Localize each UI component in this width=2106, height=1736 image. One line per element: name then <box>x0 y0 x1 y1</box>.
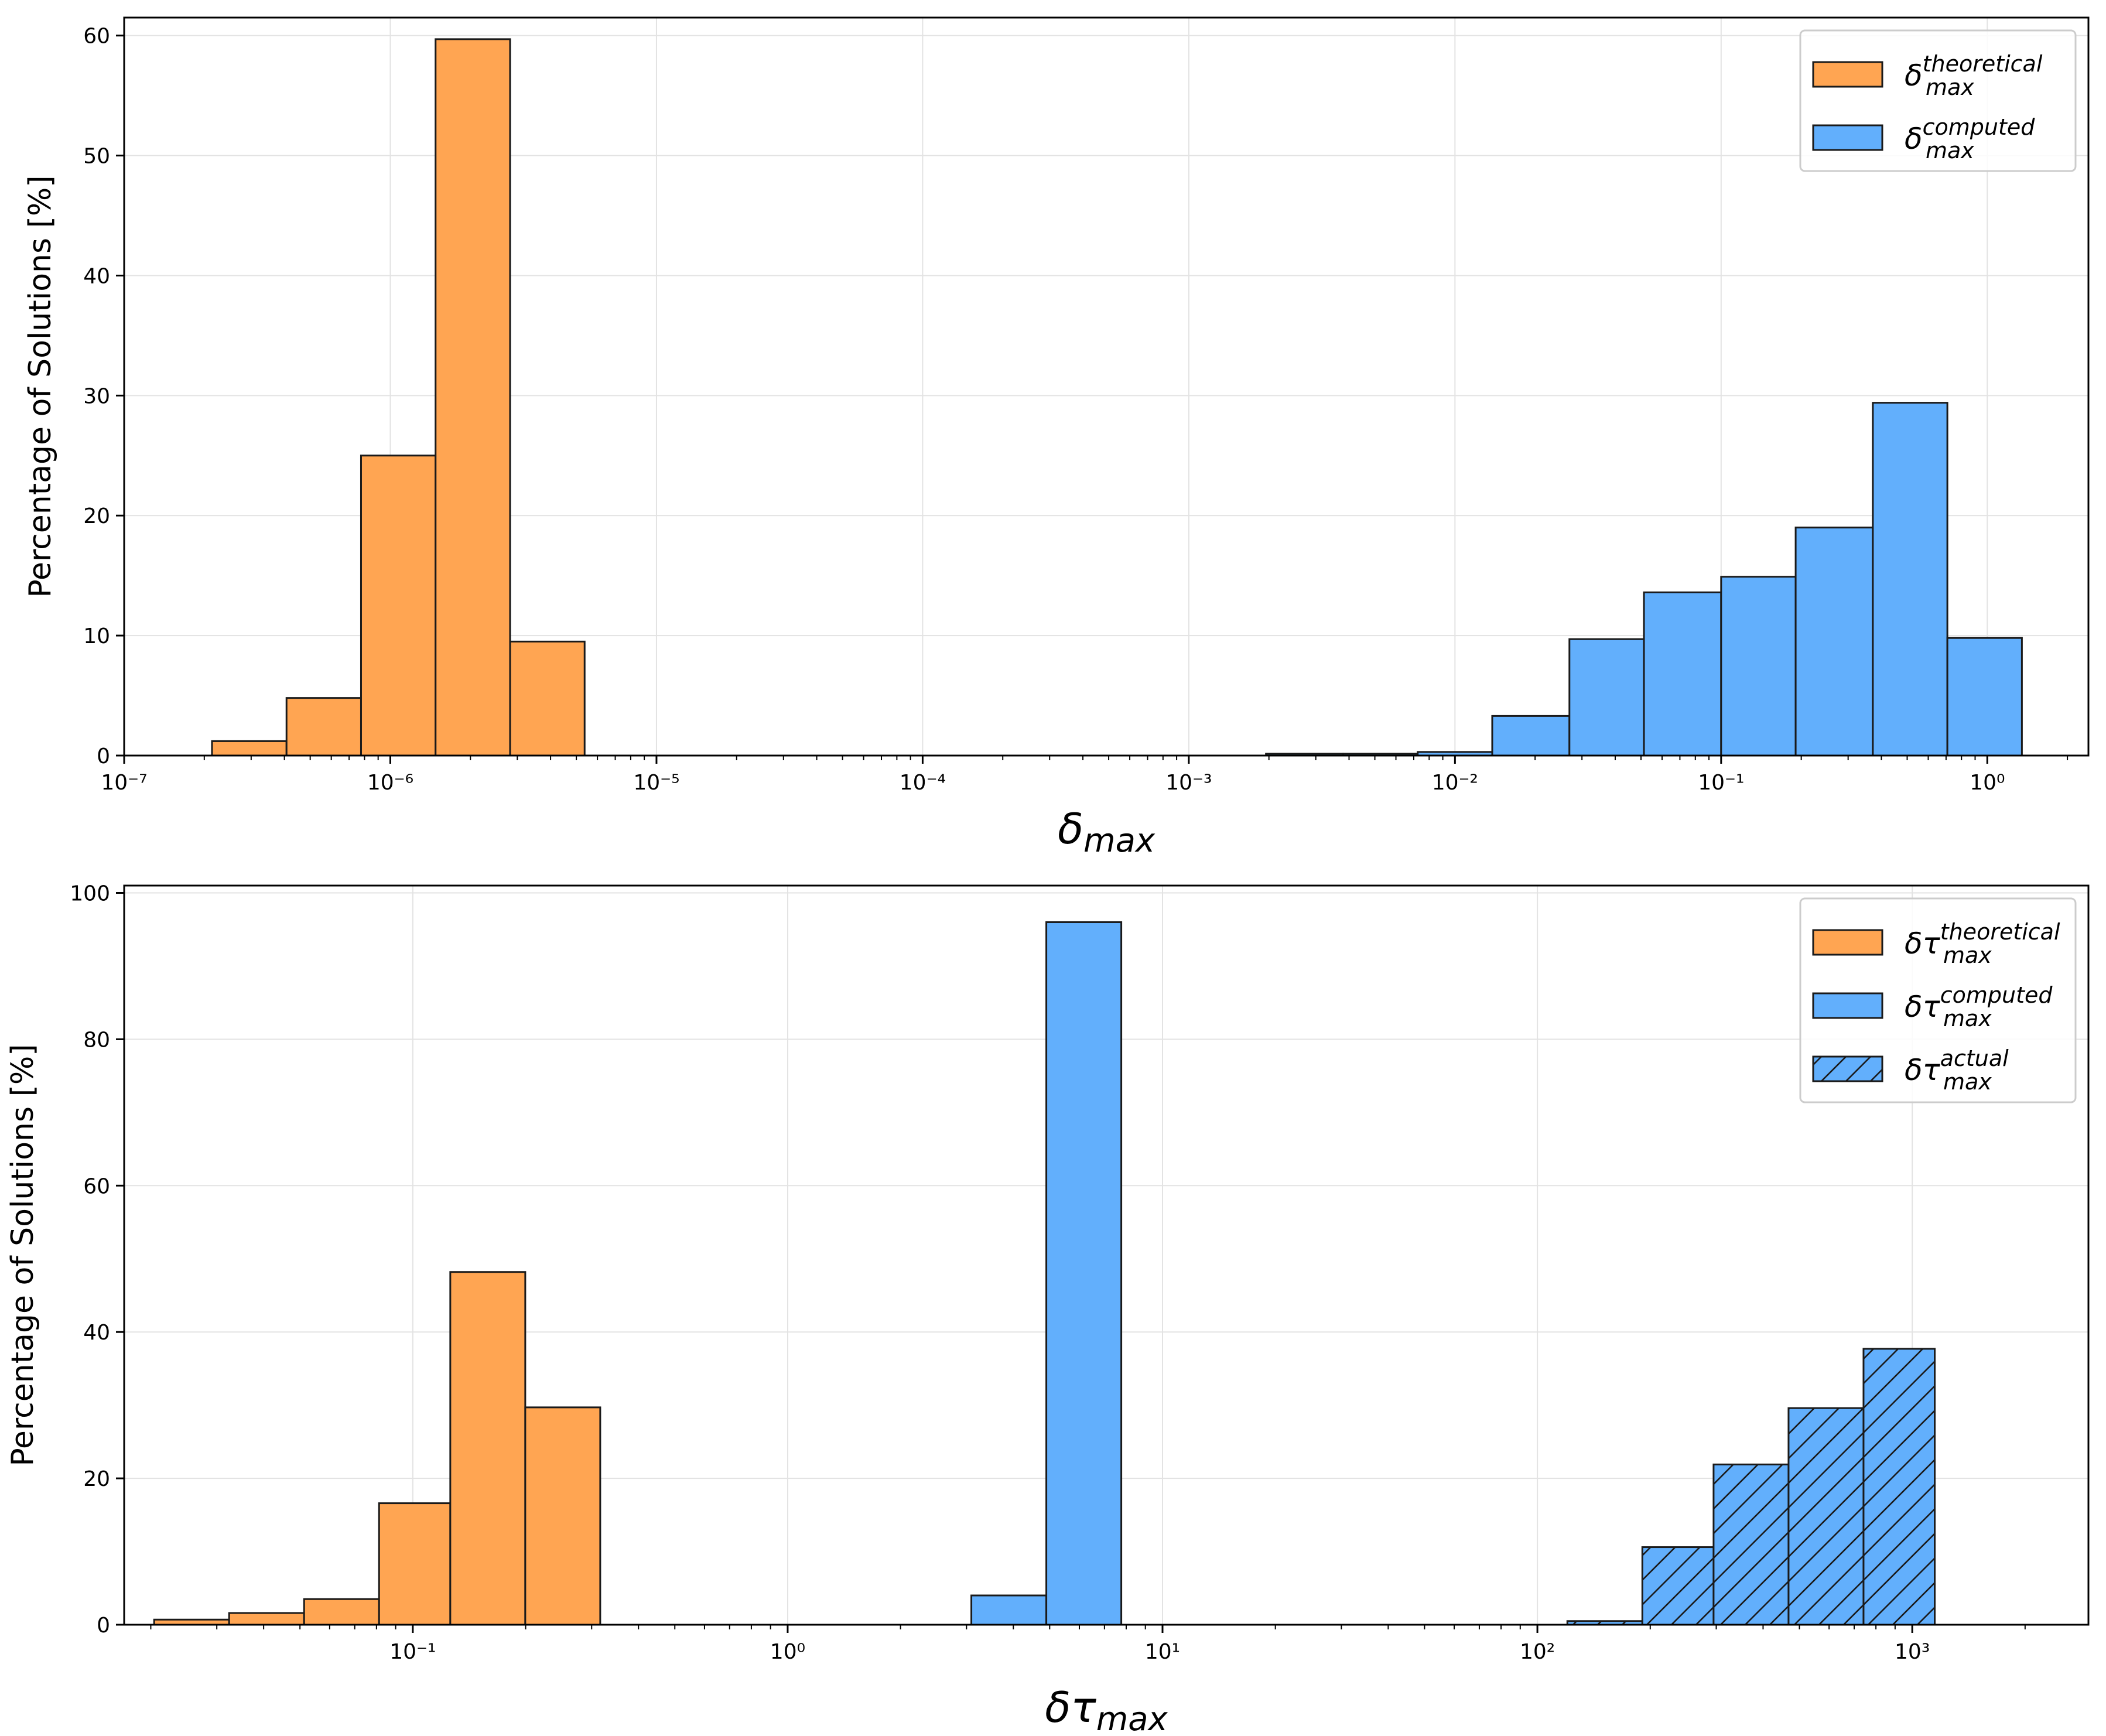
bottom-bar <box>449 1271 526 1626</box>
bottom-bar <box>1045 921 1123 1626</box>
bottom-legend-swatch <box>1812 929 1883 956</box>
bottom-y-tick-label: 20 <box>83 1467 110 1491</box>
top-x-tick-label: 10⁰ <box>1970 771 2005 795</box>
top-bar <box>1946 637 2023 757</box>
bottom-legend-label: δτcomputed <box>1905 982 2053 1024</box>
top-y-tick-label: 30 <box>83 384 110 408</box>
bottom-histogram-panel: 0 20 40 60 80 100 10⁻¹ 10⁰ 10¹ 10² 10³ Percentage … <box>5 881 2090 1736</box>
top-legend-label-sub: max <box>1926 138 1974 163</box>
top-x-tick-label: 10⁻⁵ <box>633 771 679 795</box>
bottom-x-axis-label: δτmax <box>1045 1683 1168 1736</box>
bottom-bar <box>228 1612 305 1626</box>
bottom-x-tick-label: 10¹ <box>1145 1640 1180 1664</box>
bottom-x-axis-label-base: δτ <box>1045 1683 1096 1732</box>
top-y-tick-label: 40 <box>83 264 110 288</box>
top-legend-label-sup: theoretical <box>1923 51 2043 77</box>
bottom-legend-label-sup: actual <box>1940 1045 2009 1071</box>
bottom-legend-label-sub: max <box>1943 1006 1992 1031</box>
bottom-y-tick-label: 80 <box>83 1028 110 1052</box>
bottom-legend-label-base: δτ <box>1905 1053 1941 1087</box>
bottom-x-axis-label-sub: max <box>1096 1700 1168 1736</box>
bottom-ticks: 0 20 40 60 80 100 10⁻¹ 10⁰ 10¹ 10² 10³ <box>70 881 2026 1664</box>
bottom-legend-label-sup: computed <box>1940 982 2053 1008</box>
top-bar <box>435 38 511 757</box>
top-x-tick-label: 10⁻¹ <box>1698 771 1744 795</box>
bottom-legend-swatch <box>1812 992 1883 1019</box>
top-bar <box>211 740 288 757</box>
top-bar <box>1794 527 1874 757</box>
top-y-tick-label: 20 <box>83 504 110 528</box>
top-histogram-panel: 0 10 20 30 40 50 60 10⁻⁷ 10⁻⁶ 10⁻⁵ 10⁻⁴ 10⁻³ 10⁻² 10⁻… <box>23 16 2090 860</box>
bottom-bar-hatch <box>1642 1547 1714 1625</box>
bottom-legend-label-base: δτ <box>1905 990 1941 1024</box>
top-bar <box>285 697 362 757</box>
top-bar <box>1491 715 1571 757</box>
bottom-y-tick-label: 100 <box>70 881 110 905</box>
top-legend-label: δtheoretical <box>1905 51 2043 93</box>
top-x-tick-label: 10⁻³ <box>1165 771 1212 795</box>
top-bar <box>360 454 437 757</box>
top-ticks: 0 10 20 30 40 50 60 10⁻⁷ 10⁻⁶ 10⁻⁵ 10⁻⁴ 10⁻³ 10⁻² 10⁻… <box>83 25 2069 795</box>
top-legend-label-sup: computed <box>1923 114 2036 140</box>
top-bar <box>1643 591 1722 757</box>
bottom-x-tick-label: 10³ <box>1895 1640 1930 1664</box>
top-bar <box>1872 402 1948 757</box>
top-legend-label-sub: max <box>1926 74 1974 100</box>
top-legend-swatch <box>1812 61 1883 88</box>
bottom-legend-label-sub: max <box>1943 942 1992 968</box>
bottom-y-axis-label: Percentage of Solutions [%] <box>5 1044 40 1466</box>
top-x-tick-label: 10⁻⁶ <box>367 771 413 795</box>
top-x-tick-label: 10⁻⁷ <box>101 771 147 795</box>
top-axes-frame <box>123 16 2090 757</box>
top-y-tick-label: 50 <box>83 145 110 169</box>
bottom-bars <box>153 921 1936 1626</box>
top-x-tick-label: 10⁻⁴ <box>900 771 946 795</box>
bottom-x-tick-label: 10² <box>1520 1640 1555 1664</box>
top-x-axis-label-sub: max <box>1083 822 1155 860</box>
top-y-axis-label: Percentage of Solutions [%] <box>23 175 58 597</box>
top-legend-swatch <box>1812 124 1883 151</box>
top-x-tick-label: 10⁻² <box>1432 771 1478 795</box>
bottom-legend-label-base: δτ <box>1905 927 1941 961</box>
bottom-x-tick-label: 10⁰ <box>770 1640 805 1664</box>
bottom-legend-swatch-hatch <box>1813 1057 1882 1081</box>
top-bar <box>1720 576 1797 757</box>
top-bar <box>509 640 586 757</box>
bottom-bar-hatch <box>1567 1621 1643 1625</box>
top-y-tick-label: 10 <box>83 624 110 648</box>
bottom-bar <box>970 1594 1048 1626</box>
top-bars <box>211 38 2023 757</box>
top-legend-label: δcomputed <box>1905 114 2035 156</box>
top-x-axis-label: δmax <box>1058 804 1155 860</box>
bottom-axes-frame <box>123 884 2090 1626</box>
bottom-legend-label: δτactual <box>1905 1045 2009 1087</box>
bottom-y-tick-label: 60 <box>83 1174 110 1198</box>
bottom-legend-label-sub: max <box>1943 1069 1992 1095</box>
bottom-legend-label: δτtheoretical <box>1905 919 2060 961</box>
bottom-bar <box>524 1406 601 1626</box>
top-y-tick-label: 60 <box>83 25 110 49</box>
bottom-bar-hatch <box>1863 1348 1935 1625</box>
top-bar <box>1568 638 1645 757</box>
top-legend-label-base: δ <box>1905 59 1923 93</box>
bottom-y-tick-label: 40 <box>83 1321 110 1345</box>
top-x-axis-label-base: δ <box>1058 804 1083 853</box>
bottom-bar <box>303 1598 380 1626</box>
top-y-tick-label: 0 <box>97 744 110 768</box>
bottom-y-tick-label: 0 <box>97 1614 110 1638</box>
bottom-x-tick-label: 10⁻¹ <box>389 1640 436 1664</box>
bottom-legend-label-sup: theoretical <box>1940 919 2060 945</box>
bottom-bar-hatch <box>1788 1408 1864 1625</box>
top-legend-label-base: δ <box>1905 122 1923 156</box>
bottom-bar-hatch <box>1713 1464 1789 1625</box>
bottom-bar <box>378 1502 452 1626</box>
